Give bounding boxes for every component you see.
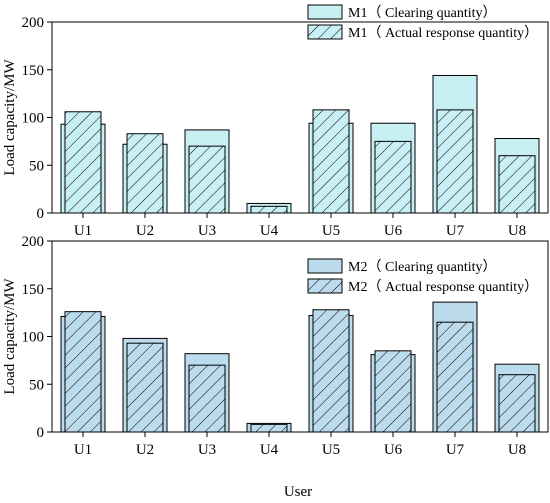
bar-actual-response bbox=[126, 133, 164, 214]
bar-actual-response bbox=[498, 155, 536, 214]
y-tick-label: 100 bbox=[22, 330, 45, 346]
x-tick-label: U7 bbox=[446, 223, 465, 239]
x-tick-label: U2 bbox=[136, 442, 154, 458]
x-axis-title: User bbox=[284, 484, 312, 500]
y-tick-label: 150 bbox=[22, 63, 45, 79]
y-tick-label: 100 bbox=[22, 111, 45, 127]
legend-label: M1（ Actual response quantity） bbox=[348, 25, 538, 41]
bar-actual-response bbox=[374, 140, 412, 214]
x-tick-label: U5 bbox=[322, 223, 340, 239]
x-tick-label: U2 bbox=[136, 223, 154, 239]
y-tick-label: 50 bbox=[29, 377, 44, 393]
bar-actual-response bbox=[436, 109, 474, 214]
x-tick-label: U4 bbox=[260, 442, 279, 458]
legend-label: M2（ Clearing quantity） bbox=[348, 259, 497, 275]
legend-swatch bbox=[307, 24, 343, 40]
y-tick-label: 150 bbox=[22, 282, 45, 298]
bar-actual-response bbox=[64, 111, 102, 214]
bar-actual-response bbox=[64, 311, 102, 433]
x-tick-label: U8 bbox=[508, 442, 526, 458]
y-tick-label: 200 bbox=[22, 234, 45, 250]
x-tick-label: U3 bbox=[198, 442, 216, 458]
x-tick-label: U5 bbox=[322, 442, 340, 458]
legend-label: M2（ Actual response quantity） bbox=[348, 279, 538, 295]
bar-actual-response bbox=[250, 423, 288, 433]
bar-actual-response bbox=[312, 109, 350, 214]
y-tick-label: 200 bbox=[22, 15, 45, 31]
y-axis-title: Load capacity/MW bbox=[2, 278, 18, 395]
y-tick-label: 50 bbox=[29, 158, 44, 174]
x-tick-label: U3 bbox=[198, 223, 216, 239]
chart-panel-m1: U1 U2 U3 U4 U5 U6 U7 U8 0 50 100 150 200 Load capacit… bbox=[2, 4, 549, 239]
x-tick-label: U6 bbox=[384, 442, 403, 458]
y-axis-title: Load capacity/MW bbox=[2, 59, 18, 176]
y-tick-label: 0 bbox=[37, 425, 45, 441]
legend-swatch bbox=[307, 258, 343, 274]
bar-actual-response bbox=[126, 342, 164, 433]
bar-actual-response bbox=[374, 350, 412, 433]
legend-swatch bbox=[307, 278, 343, 294]
bar-actual-response bbox=[188, 364, 226, 433]
x-tick-label: U7 bbox=[446, 442, 465, 458]
x-tick-label: U8 bbox=[508, 223, 526, 239]
bar-actual-response bbox=[498, 374, 536, 433]
x-tick-label: U1 bbox=[74, 442, 92, 458]
bar-actual-response bbox=[250, 205, 288, 214]
x-tick-label: U4 bbox=[260, 223, 279, 239]
bar-actual-response bbox=[188, 145, 226, 214]
legend-label: M1（ Clearing quantity） bbox=[348, 5, 497, 21]
chart-panel-m2: U1 U2 U3 U4 U5 U6 U7 U8 0 50 100 150 200 Load capacit… bbox=[2, 234, 549, 458]
x-tick-label: U1 bbox=[74, 223, 92, 239]
y-tick-label: 0 bbox=[37, 206, 45, 222]
legend-swatch bbox=[307, 4, 343, 20]
bar-actual-response bbox=[436, 321, 474, 433]
x-tick-label: U6 bbox=[384, 223, 403, 239]
bar-actual-response bbox=[312, 309, 350, 433]
